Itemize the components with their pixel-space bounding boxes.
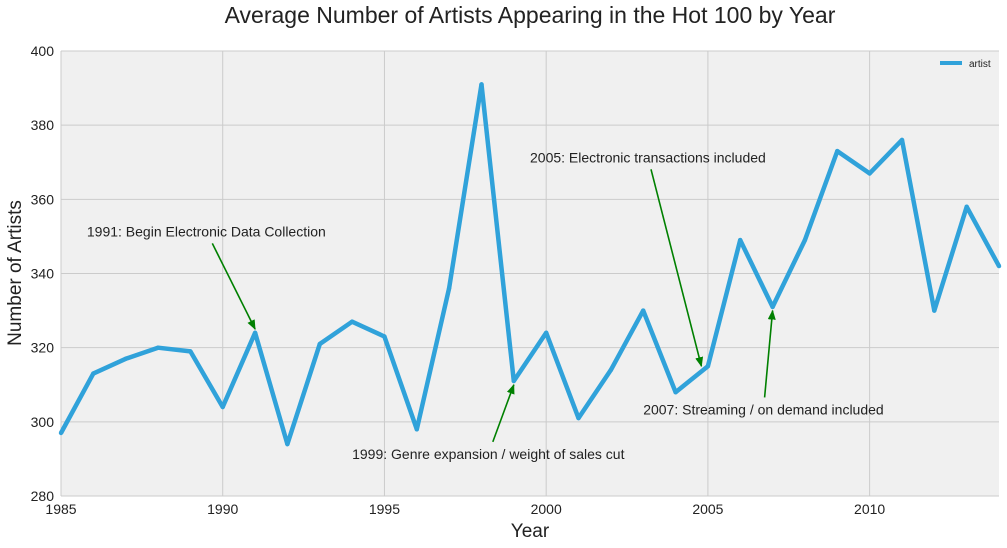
- data-point: [608, 367, 614, 373]
- x-axis-ticks: 1985 1990 1995 2000 2005 2010: [45, 501, 885, 517]
- x-tick-label: 1985: [45, 501, 76, 517]
- x-tick-label: 2010: [854, 501, 885, 517]
- data-point: [964, 204, 969, 209]
- data-point: [802, 237, 808, 243]
- data-point: [867, 171, 872, 176]
- annotation-text: 1991: Begin Electronic Data Collection: [87, 223, 326, 239]
- y-tick-label: 320: [31, 340, 55, 356]
- data-point: [511, 378, 516, 384]
- data-point: [188, 349, 193, 354]
- data-point: [673, 390, 678, 395]
- y-tick-label: 280: [31, 488, 55, 504]
- data-point: [382, 334, 387, 339]
- y-tick-label: 380: [31, 117, 55, 133]
- x-tick-label: 1990: [207, 501, 238, 517]
- data-point: [479, 82, 484, 87]
- annotation-arrow: [763, 309, 776, 398]
- data-point: [349, 319, 355, 324]
- data-point: [155, 345, 161, 350]
- y-axis-label: Number of Artists: [5, 200, 26, 346]
- data-point: [932, 308, 937, 313]
- y-tick-label: 340: [31, 266, 55, 282]
- legend: artist: [940, 59, 991, 70]
- annotation-text: 2007: Streaming / on demand included: [643, 401, 884, 417]
- x-tick-label: 2000: [531, 501, 562, 517]
- annotation-arrow: [650, 169, 704, 368]
- annotation-text: 2005: Electronic transactions included: [530, 149, 766, 165]
- data-point: [835, 148, 840, 154]
- data-point: [414, 427, 419, 432]
- y-tick-label: 300: [31, 414, 55, 430]
- data-point: [220, 404, 225, 410]
- annotation-text: 1999: Genre expansion / weight of sales …: [352, 446, 625, 462]
- grid: [60, 50, 999, 497]
- annotation-arrow: [211, 243, 256, 330]
- data-point: [544, 330, 549, 335]
- data-point: [91, 371, 96, 376]
- chart-title: Average Number of Artists Appearing in t…: [225, 2, 836, 28]
- data-point: [285, 441, 290, 447]
- data-point: [996, 263, 1002, 269]
- y-tick-label: 360: [31, 191, 55, 207]
- annotation-arrow: [492, 383, 515, 443]
- series-layer: [58, 82, 1002, 447]
- x-tick-label: 2005: [692, 501, 723, 517]
- data-point: [446, 286, 452, 291]
- data-point: [58, 430, 64, 436]
- y-tick-label: 400: [31, 43, 55, 59]
- data-point: [705, 364, 711, 369]
- annotations: 1991: Begin Electronic Data Collection 19…: [87, 149, 884, 462]
- x-tick-label: 1995: [369, 501, 400, 517]
- x-axis-label: Year: [511, 521, 550, 542]
- data-point: [317, 341, 322, 347]
- series-line-artist: [59, 82, 1001, 447]
- data-point: [738, 237, 743, 243]
- data-point: [252, 330, 258, 335]
- data-point: [123, 356, 128, 361]
- legend-label-artist: artist: [969, 59, 991, 70]
- data-point: [576, 415, 581, 421]
- data-point: [899, 137, 905, 143]
- data-point: [770, 304, 775, 310]
- data-point: [641, 308, 646, 313]
- y-axis-ticks: 280 300 320 340 360 380 400: [31, 43, 55, 504]
